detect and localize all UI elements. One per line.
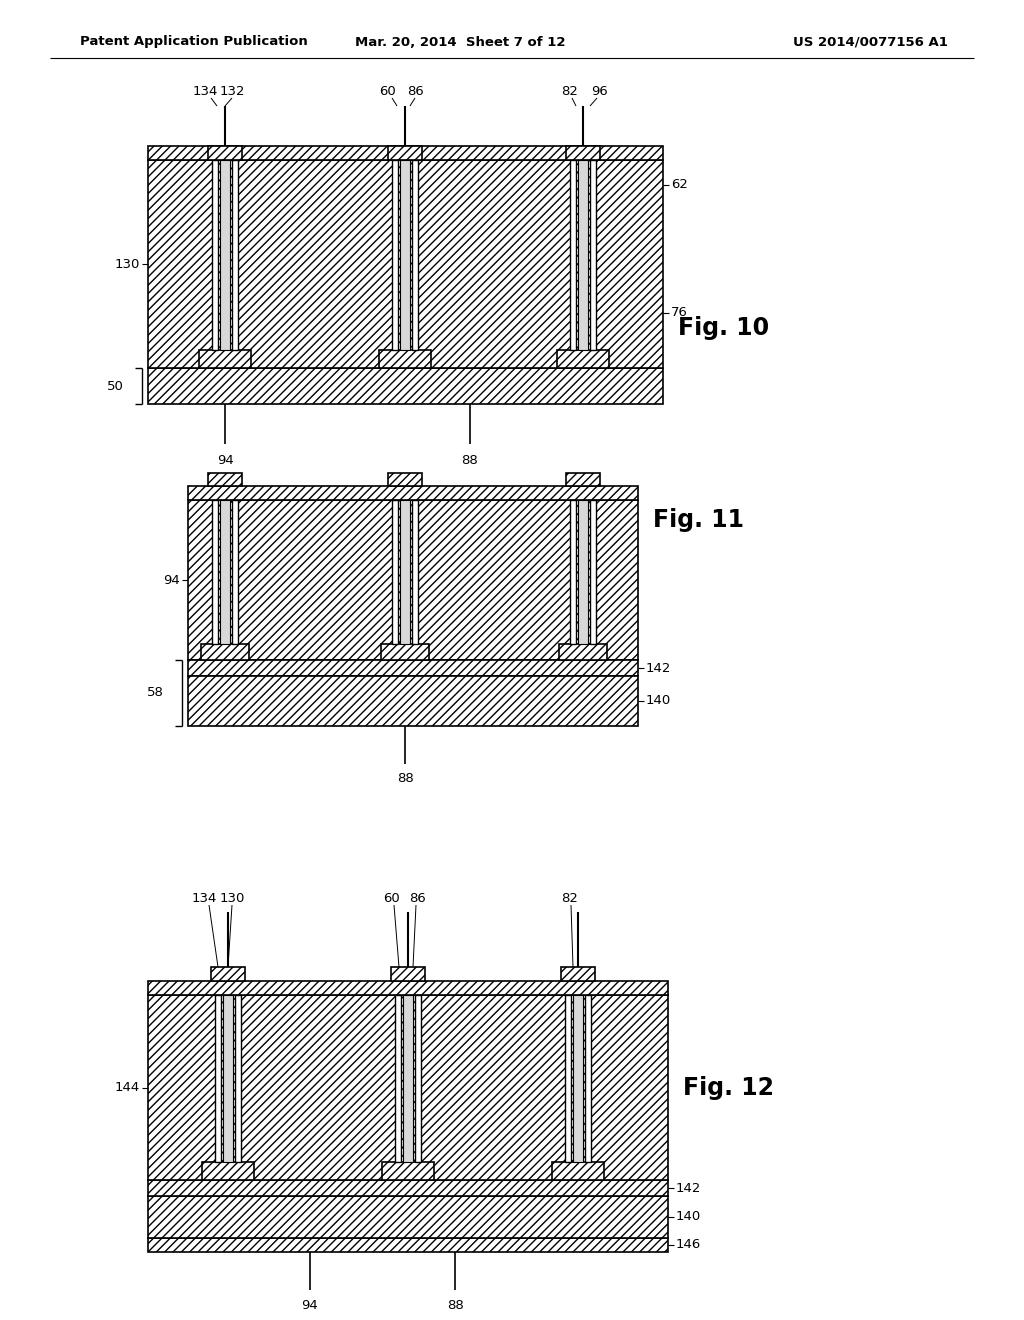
- Bar: [188, 486, 638, 500]
- Bar: [388, 473, 422, 486]
- Text: Fig. 10: Fig. 10: [678, 315, 769, 341]
- Text: 96: 96: [592, 84, 608, 98]
- Bar: [400, 160, 410, 350]
- Text: 86: 86: [410, 892, 426, 906]
- Bar: [578, 500, 588, 644]
- Bar: [188, 660, 638, 676]
- Bar: [208, 473, 242, 486]
- Text: 144: 144: [115, 1081, 140, 1094]
- Text: Fig. 12: Fig. 12: [683, 1076, 774, 1100]
- Text: 62: 62: [671, 178, 688, 191]
- Text: 142: 142: [676, 1181, 701, 1195]
- Bar: [148, 1196, 668, 1238]
- Bar: [400, 500, 410, 644]
- Bar: [570, 160, 575, 350]
- Text: 60: 60: [380, 84, 396, 98]
- Bar: [188, 676, 638, 726]
- Text: 60: 60: [384, 892, 400, 906]
- Bar: [234, 995, 241, 1162]
- Bar: [590, 160, 596, 350]
- Bar: [585, 995, 591, 1162]
- Bar: [570, 500, 575, 644]
- Bar: [211, 968, 245, 981]
- Bar: [392, 160, 398, 350]
- Text: 88: 88: [396, 772, 414, 785]
- Bar: [148, 995, 668, 1180]
- Bar: [559, 644, 607, 660]
- Text: 130: 130: [219, 892, 245, 906]
- Bar: [412, 500, 418, 644]
- Bar: [148, 368, 663, 404]
- Bar: [220, 160, 230, 350]
- Bar: [201, 644, 249, 660]
- Text: Mar. 20, 2014  Sheet 7 of 12: Mar. 20, 2014 Sheet 7 of 12: [354, 36, 565, 49]
- Text: 58: 58: [147, 686, 164, 700]
- Text: 130: 130: [115, 257, 140, 271]
- Text: 88: 88: [462, 454, 478, 467]
- Bar: [573, 995, 583, 1162]
- Bar: [578, 160, 588, 350]
- Text: 140: 140: [646, 694, 672, 708]
- Bar: [552, 1162, 604, 1180]
- Text: 132: 132: [219, 84, 245, 98]
- Text: 82: 82: [561, 84, 579, 98]
- Bar: [392, 500, 398, 644]
- Bar: [388, 147, 422, 160]
- Bar: [557, 350, 609, 368]
- Text: Patent Application Publication: Patent Application Publication: [80, 36, 308, 49]
- Text: Fig. 11: Fig. 11: [653, 508, 744, 532]
- Bar: [412, 160, 418, 350]
- Text: 86: 86: [407, 84, 423, 98]
- Bar: [148, 1238, 668, 1251]
- Text: 140: 140: [676, 1210, 701, 1224]
- Bar: [148, 1180, 668, 1196]
- Text: 94: 94: [217, 454, 233, 467]
- Bar: [561, 968, 595, 981]
- Bar: [379, 350, 431, 368]
- Text: 88: 88: [446, 1299, 464, 1312]
- Bar: [391, 968, 425, 981]
- Bar: [223, 995, 233, 1162]
- Bar: [148, 981, 668, 995]
- Text: 94: 94: [163, 573, 180, 586]
- Bar: [212, 160, 218, 350]
- Bar: [565, 995, 571, 1162]
- Bar: [382, 1162, 434, 1180]
- Text: 134: 134: [193, 84, 218, 98]
- Bar: [215, 995, 221, 1162]
- Bar: [148, 160, 663, 368]
- Text: 76: 76: [671, 306, 688, 319]
- Text: 142: 142: [646, 661, 672, 675]
- Bar: [220, 500, 230, 644]
- Bar: [403, 995, 413, 1162]
- Bar: [415, 995, 421, 1162]
- Bar: [212, 500, 218, 644]
- Bar: [232, 500, 238, 644]
- Text: 50: 50: [108, 380, 124, 392]
- Text: 134: 134: [191, 892, 217, 906]
- Bar: [208, 147, 242, 160]
- Text: US 2014/0077156 A1: US 2014/0077156 A1: [793, 36, 947, 49]
- Bar: [188, 500, 638, 660]
- Bar: [232, 160, 238, 350]
- Bar: [381, 644, 429, 660]
- Bar: [202, 1162, 254, 1180]
- Bar: [199, 350, 251, 368]
- Text: 94: 94: [302, 1299, 318, 1312]
- Bar: [590, 500, 596, 644]
- Bar: [395, 995, 401, 1162]
- Bar: [566, 473, 600, 486]
- Text: 82: 82: [561, 892, 579, 906]
- Bar: [148, 147, 663, 160]
- Bar: [566, 147, 600, 160]
- Text: 146: 146: [676, 1238, 701, 1251]
